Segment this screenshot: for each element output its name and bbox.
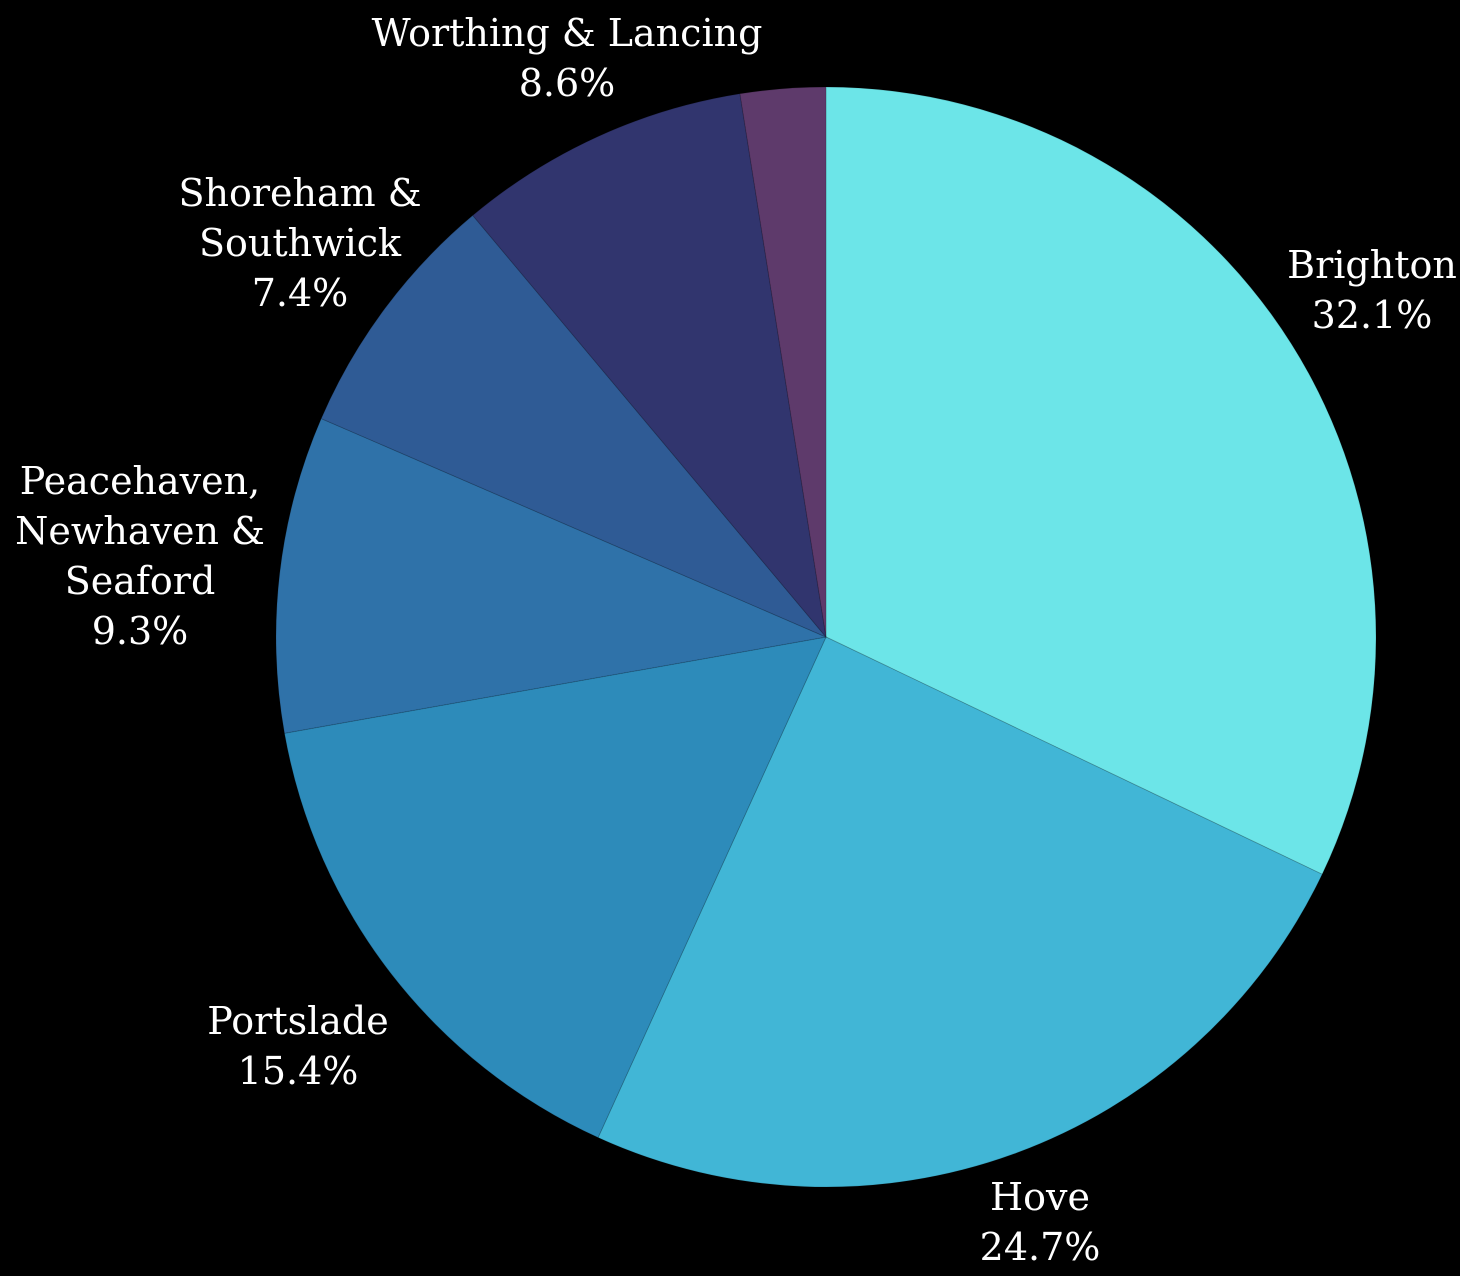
pie-slice-unlabeled bbox=[739, 86, 827, 638]
pie-slice-brighton bbox=[825, 86, 1377, 875]
slice-name-label: Seaford bbox=[65, 559, 216, 603]
slice-value-label: 24.7% bbox=[980, 1225, 1101, 1269]
slice-value-label: 8.6% bbox=[519, 61, 616, 105]
slice-value-label: 7.4% bbox=[252, 271, 349, 315]
pie-slice-portslade bbox=[283, 636, 827, 1139]
pie-slice-worthing-lancing bbox=[472, 93, 827, 639]
slice-name-label: Peacehaven, bbox=[20, 459, 260, 503]
pie-slices bbox=[275, 86, 1377, 1188]
slice-name-label: Southwick bbox=[199, 221, 402, 265]
slice-name-label: Portslade bbox=[207, 999, 388, 1043]
pie-slice-peacehaven-newhaven-seaford bbox=[275, 417, 828, 734]
pie-slice-hove bbox=[597, 636, 1323, 1188]
slice-name-label: Hove bbox=[990, 1175, 1090, 1219]
pie-slice-shoreham-southwick bbox=[320, 214, 827, 638]
slice-name-label: Worthing & Lancing bbox=[372, 11, 763, 55]
slice-name-label: Brighton bbox=[1287, 243, 1457, 287]
slice-value-label: 32.1% bbox=[1312, 293, 1433, 337]
slice-value-label: 9.3% bbox=[92, 609, 189, 653]
pie-labels: Brighton 32.1% Hove 24.7% Portslade 15.4% Peac… bbox=[15, 11, 1457, 1269]
slice-name-label: Newhaven & bbox=[15, 509, 265, 553]
slice-value-label: 15.4% bbox=[238, 1049, 359, 1093]
slice-name-label: Shoreham & bbox=[178, 171, 421, 215]
